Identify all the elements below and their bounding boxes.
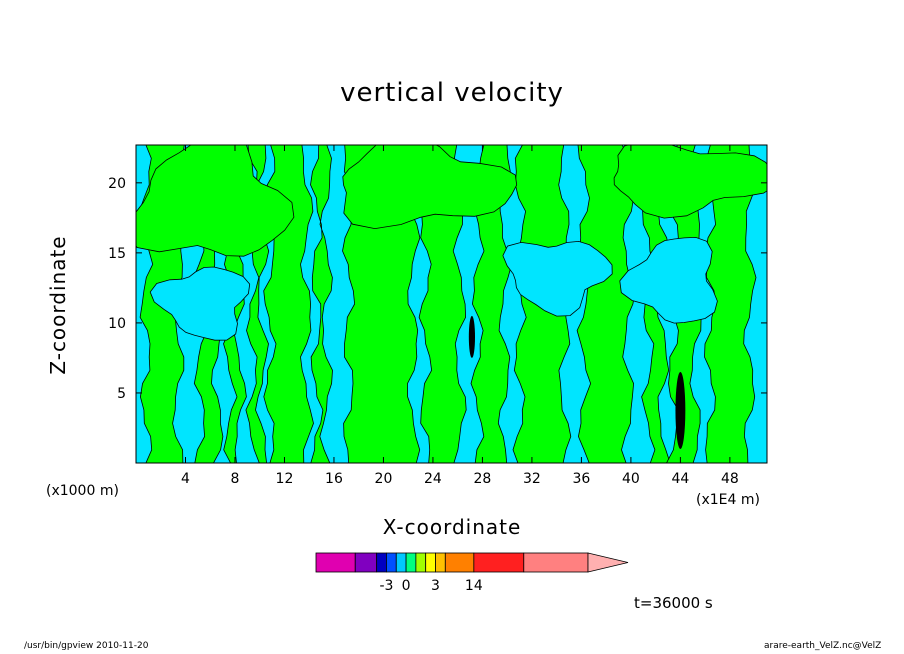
x-tick-label: 8 [231,471,240,487]
colorbar-label: 0 [402,578,411,594]
field-patch [613,145,767,219]
strong-core [675,371,686,449]
strong-core [468,315,476,358]
x-tick-label: 40 [622,471,640,487]
x-tick-label: 24 [424,471,442,487]
colorbar-segment [354,552,378,573]
colorbar-label: 3 [431,578,440,594]
colorbar-segment [386,552,397,573]
x-tick-label: 12 [276,471,294,487]
field-patch [136,145,295,257]
x-unit-left: (x1000 m) [46,483,119,499]
colorbar-segment [405,552,417,573]
x-tick-label: 28 [474,471,492,487]
time-label: t=36000 s [634,594,713,612]
footer-right: arare-earth_VelZ.nc@VelZ [764,641,882,651]
colorbar: -3 0 3 14 [315,552,629,594]
field-patch [502,240,613,317]
x-tick-label: 44 [671,471,689,487]
field-band [470,145,513,463]
y-tick-label: 15 [108,246,126,262]
y-tick-label: 5 [117,386,126,402]
x-tick-label: 32 [523,471,541,487]
chart-title: vertical velocity [340,78,564,108]
field-patch [149,266,251,341]
colorbar-segment [523,552,589,573]
field-band [418,145,467,463]
x-tick-label: 4 [181,471,190,487]
colorbar-segment [415,552,427,573]
x-tick-label: 36 [572,471,590,487]
y-tick-label: 20 [108,176,126,192]
x-tick-label: 48 [721,471,739,487]
colorbar-segment [376,552,387,573]
colorbar-label: 14 [465,578,483,594]
y-tick-label: 10 [108,316,126,332]
colorbar-segment [473,552,525,573]
field-patch [342,145,518,230]
x-unit-right: (x1E4 m) [696,492,760,508]
colorbar-arrow [587,552,629,573]
footer-left: /usr/bin/gpview 2010-11-20 [24,641,149,651]
x-axis: 4 8 12 16 20 24 28 32 36 40 44 48 [181,145,739,487]
colorbar-segment [395,552,407,573]
colorbar-label: -3 [379,578,393,594]
y-axis: 5 10 15 20 [108,176,767,402]
x-axis-label: X-coordinate [382,515,522,539]
x-tick-label: 20 [375,471,393,487]
colorbar-segment [425,552,436,573]
field-patch [619,236,718,324]
colorbar-segment [315,552,356,573]
plot-frame [135,144,768,464]
field-band [310,145,333,463]
plot-area [136,145,767,463]
colorbar-segment [435,552,446,573]
x-tick-label: 16 [325,471,343,487]
colorbar-segment [444,552,475,573]
